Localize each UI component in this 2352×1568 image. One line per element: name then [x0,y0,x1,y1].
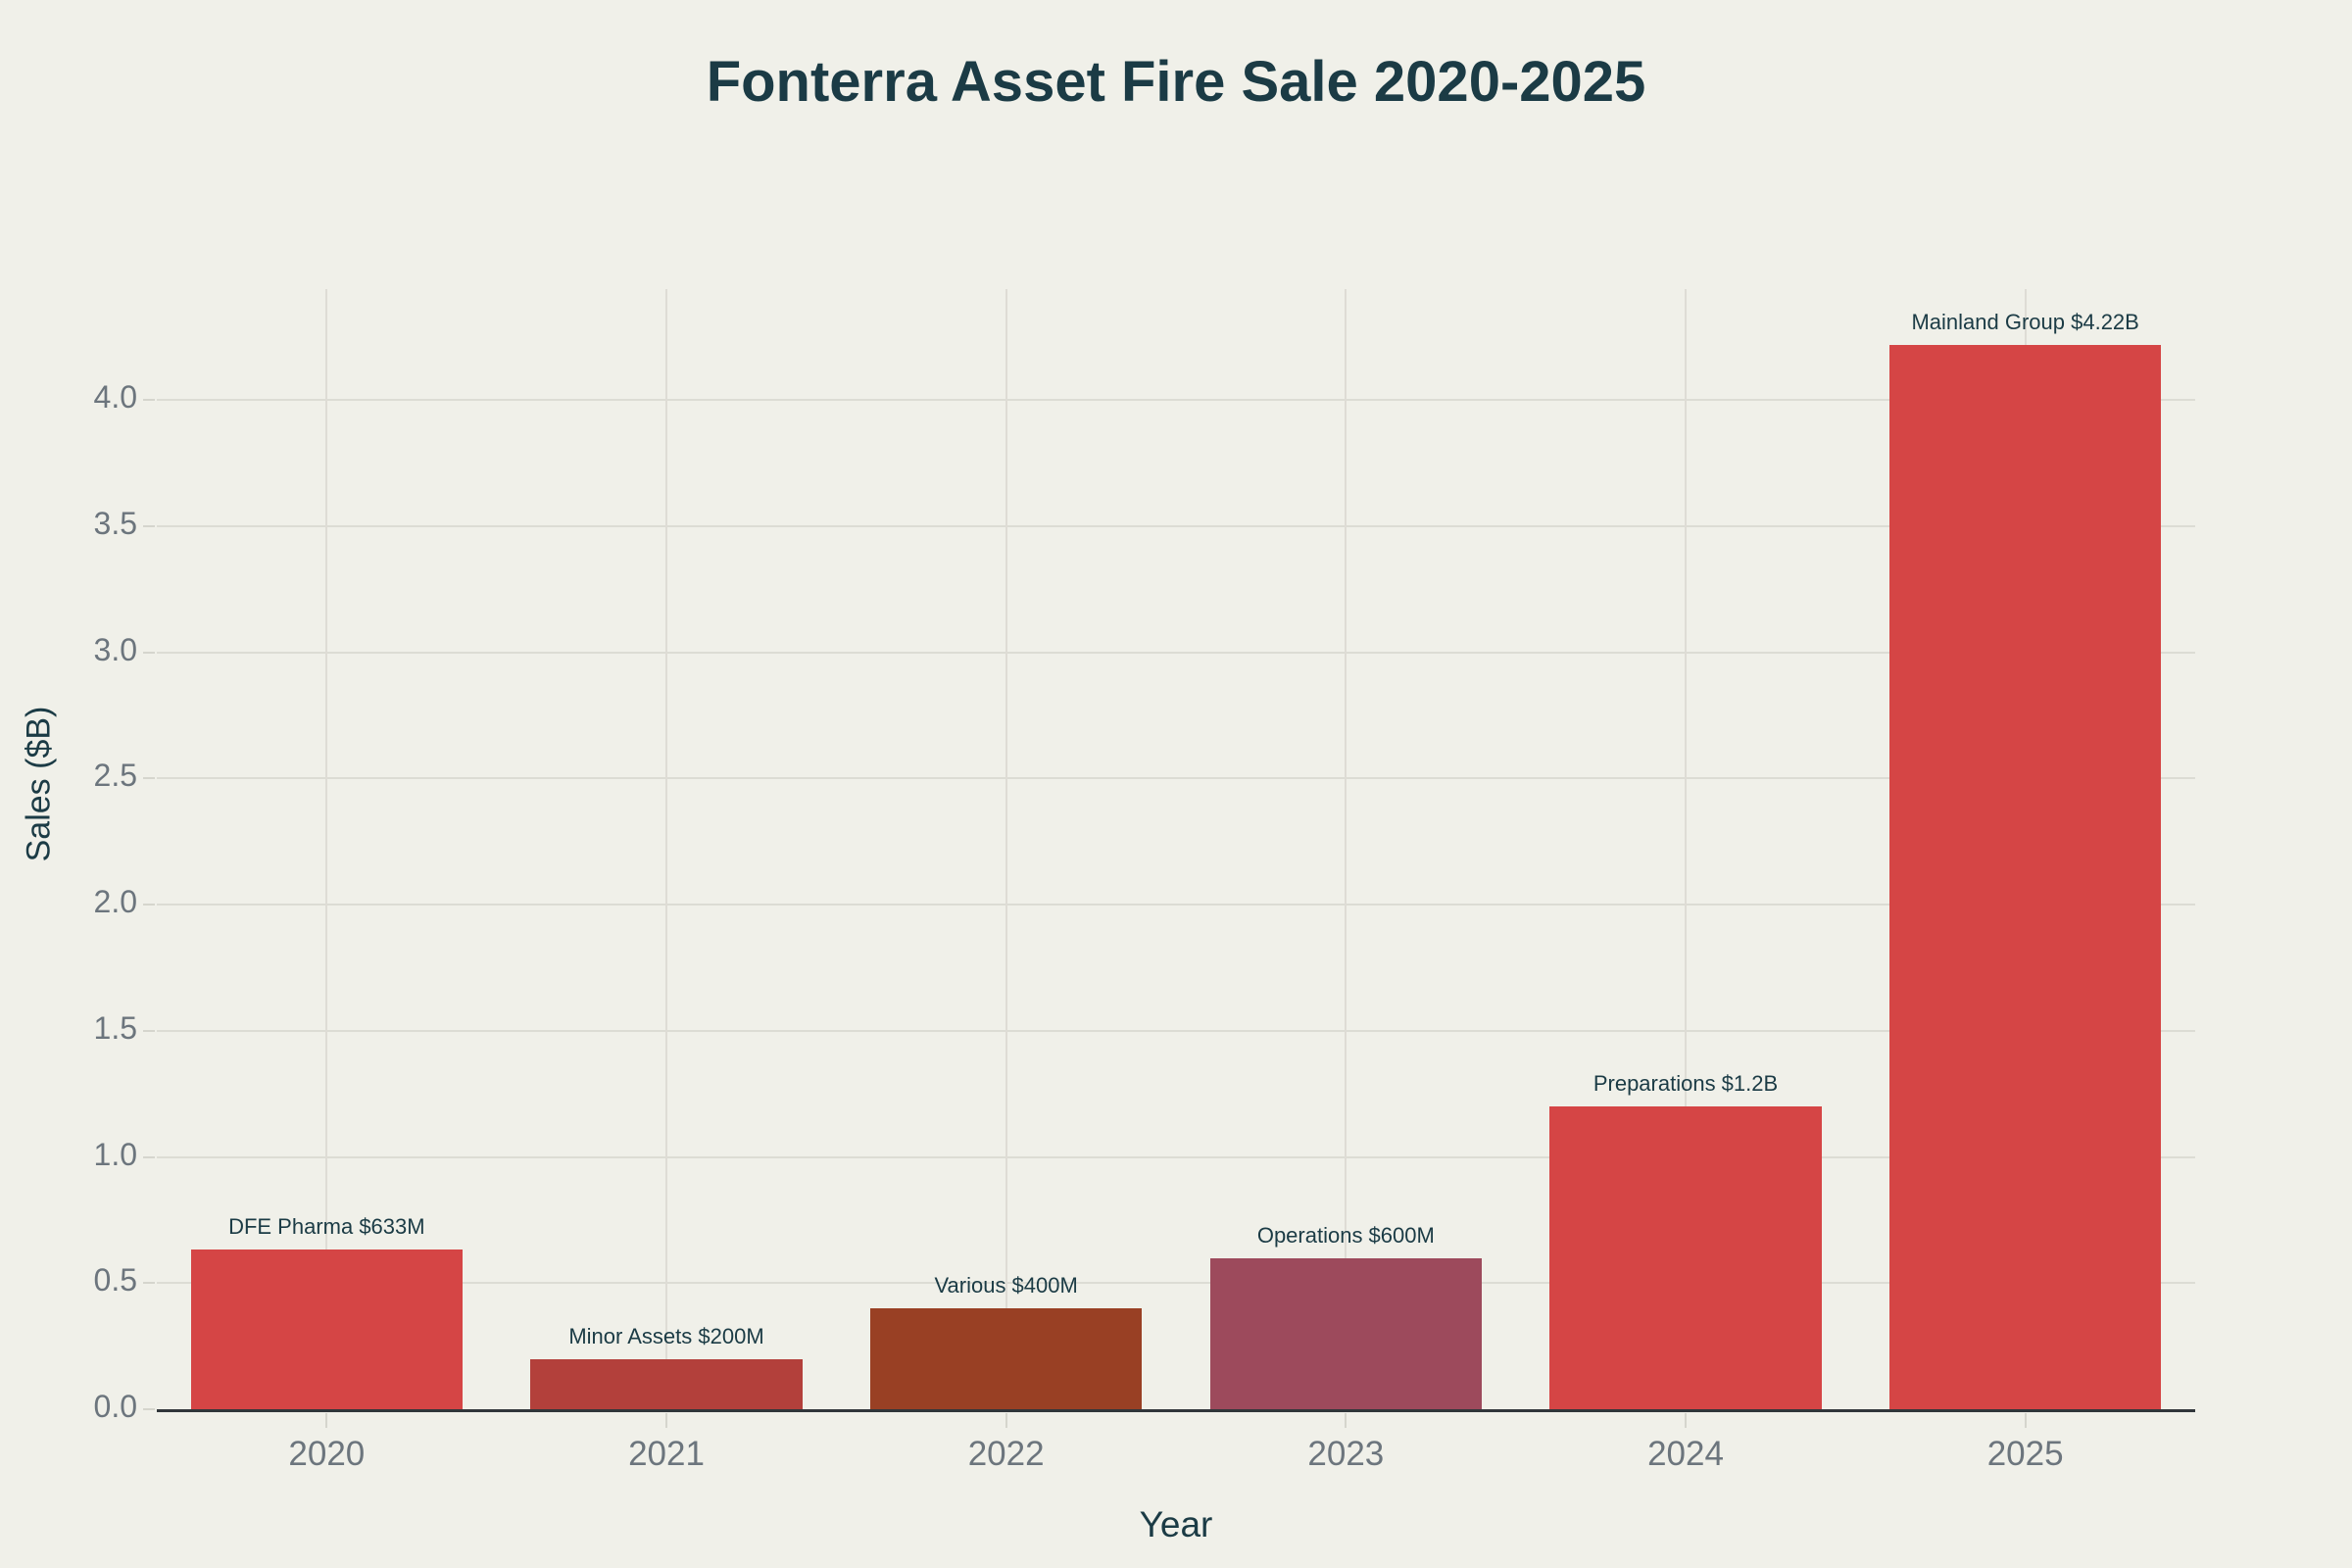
y-tick-label: 2.5 [93,758,137,794]
x-gridline [1345,289,1348,1409]
y-gridline [157,524,2195,527]
x-tick-label: 2023 [1307,1435,1385,1473]
y-gridline [157,1155,2195,1158]
x-tick-label: 2024 [1647,1435,1724,1473]
y-tick-label: 0.0 [93,1389,137,1424]
bar-value-label: Various $400M [934,1273,1078,1298]
x-axis-title: Year [1139,1504,1213,1544]
x-tick-label: 2022 [967,1435,1045,1473]
y-tick-mark [143,1282,155,1285]
y-gridline [157,1029,2195,1032]
y-tick-label: 4.0 [93,379,137,416]
chart-title: Fonterra Asset Fire Sale 2020-2025 [706,50,1646,114]
bar-value-label: DFE Pharma $633M [228,1214,425,1240]
y-tick-mark [143,777,155,780]
y-tick-label: 1.5 [93,1009,137,1046]
x-tick-mark [1345,1413,1348,1428]
y-tick-label: 3.0 [93,631,137,667]
x-gridline [1004,289,1007,1409]
y-tick-label: 0.5 [93,1262,137,1298]
y-tick-label: 3.5 [93,505,137,541]
x-tick-mark [2024,1413,2027,1428]
x-tick-mark [1685,1413,1687,1428]
y-tick-mark [143,904,155,906]
x-axis-line [157,1409,2195,1412]
bar-value-label: Preparations $1.2B [1592,1071,1779,1097]
bar-2025 [1889,344,2162,1409]
y-tick-mark [143,1408,155,1410]
x-gridline [665,289,667,1409]
x-tick-mark [1004,1413,1007,1428]
y-gridline [157,1282,2195,1285]
x-tick-label: 2020 [288,1435,366,1473]
y-tick-mark [143,651,155,654]
bar-value-label: Minor Assets $200M [568,1323,764,1348]
bar-2021 [530,1358,803,1409]
bar-2022 [870,1308,1143,1409]
y-tick-mark [143,524,155,527]
x-tick-mark [665,1413,667,1428]
x-gridline [1685,289,1687,1409]
y-tick-label: 2.0 [93,884,137,920]
bar-2023 [1209,1257,1482,1409]
bar-2020 [190,1250,463,1409]
y-gridline [157,651,2195,654]
y-tick-mark [143,399,155,402]
y-gridline [157,777,2195,780]
y-gridline [157,904,2195,906]
y-tick-mark [143,1155,155,1158]
y-tick-mark [143,1029,155,1032]
bar-value-label: Mainland Group $4.22B [1911,309,2139,334]
x-gridline [325,289,328,1409]
x-tick-label: 2025 [1986,1435,2064,1473]
y-gridline [157,399,2195,402]
x-tick-label: 2021 [628,1435,705,1473]
bar-2024 [1549,1106,1822,1409]
x-tick-mark [325,1413,328,1428]
bar-value-label: Operations $600M [1256,1222,1435,1248]
y-tick-label: 1.0 [93,1136,137,1172]
